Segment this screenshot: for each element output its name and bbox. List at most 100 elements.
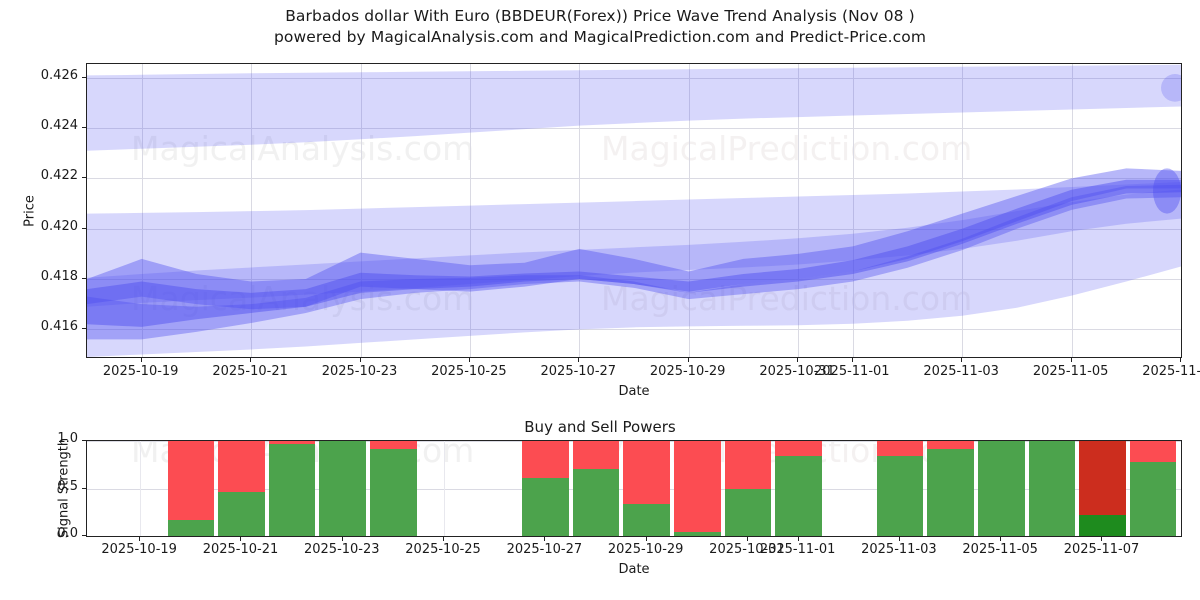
wave-band-wave-core-3 [87, 184, 1181, 340]
price-y-tick-label: 0.424 [40, 118, 78, 134]
buy-power-segment [572, 468, 620, 536]
power-bar[interactable] [775, 441, 822, 536]
gridline-vertical [251, 64, 253, 357]
watermark-text: MagicalAnalysis.com [131, 129, 475, 168]
gridline-vertical [852, 64, 854, 357]
sell-power-segment [876, 441, 924, 457]
price-x-tick-label: 2025-11-05 [1032, 364, 1109, 379]
sell-power-segment [167, 441, 215, 520]
price-x-tickmark [468, 358, 470, 362]
price-y-tickmark [82, 227, 86, 229]
powers-x-axis-title: Date [618, 562, 650, 577]
power-bar[interactable] [572, 441, 620, 536]
price-y-tick-label: 0.420 [40, 218, 78, 234]
power-bar[interactable] [319, 441, 367, 536]
power-bar[interactable] [1079, 441, 1126, 536]
buy-power-segment [1129, 461, 1177, 536]
powers-y-tick-label: 0.0 [57, 526, 78, 541]
gridline-vertical [141, 64, 143, 357]
gridline-horizontal [87, 536, 1181, 537]
power-bar[interactable] [370, 441, 417, 536]
powers-x-tickmark [1101, 537, 1103, 541]
sell-power-segment [1129, 441, 1177, 462]
gridline-vertical [1071, 64, 1073, 357]
buy-power-segment [167, 519, 215, 536]
power-bar[interactable] [724, 441, 772, 536]
wave-band-upper-outer-band [87, 64, 1181, 151]
powers-y-tickmark [82, 440, 86, 441]
powers-y-tick-label: 1.0 [57, 431, 78, 446]
price-x-tickmark [1180, 358, 1181, 362]
title-line-2: powered by MagicalAnalysis.com and Magic… [273, 28, 927, 46]
gridline-horizontal [87, 178, 1181, 180]
price-x-tick-label: 2025-10-31 [759, 364, 835, 379]
watermark-text: MagicalAnalysis.com [131, 279, 475, 318]
power-bar[interactable] [1028, 441, 1076, 536]
power-bar[interactable] [268, 441, 316, 536]
power-bar[interactable] [623, 441, 670, 536]
power-bar[interactable] [218, 441, 265, 536]
price-y-tickmark [82, 177, 86, 179]
gridline-vertical [798, 64, 800, 357]
gridline-vertical [962, 64, 964, 357]
price-x-tick-label: 2025-10-29 [649, 364, 726, 379]
price-x-tick-label: 2025-11-01 [814, 364, 890, 379]
price-y-tickmark [82, 328, 86, 330]
page-title: Barbados dollar With Euro (BBDEUR(Forex)… [0, 6, 1200, 48]
buy-power-segment [876, 456, 924, 536]
powers-x-tick-label: 2025-10-21 [202, 542, 279, 557]
gridline-vertical [688, 64, 690, 357]
sell-power-segment [370, 441, 417, 449]
power-bar[interactable] [927, 441, 974, 536]
price-x-tickmark [1070, 358, 1072, 362]
powers-x-tickmark [645, 537, 647, 541]
powers-y-tick-label: 0.5 [57, 478, 78, 494]
buy-power-segment [977, 441, 1025, 536]
price-y-tick-label: 0.426 [40, 67, 78, 83]
sell-power-segment [927, 441, 974, 449]
price-chart-plot-area: MagicalAnalysis.com MagicalPrediction.com… [86, 63, 1182, 358]
price-x-tick-label: 2025-10-27 [540, 364, 617, 379]
price-x-tickmark [140, 358, 142, 362]
price-x-tick-label: 2025-10-25 [431, 364, 507, 379]
price-x-tickmark [961, 358, 963, 362]
powers-y-tickmark [82, 487, 86, 489]
powers-chart-title: Buy and Sell Powers [524, 418, 676, 436]
price-y-tick-label: 0.418 [40, 269, 78, 285]
powers-x-tickmark [443, 537, 445, 541]
power-bar[interactable] [673, 441, 721, 536]
powers-x-tick-label: 2025-11-07 [1063, 542, 1140, 557]
sell-power-segment [522, 441, 569, 479]
price-y-tickmark [82, 278, 86, 280]
power-bar[interactable] [167, 441, 215, 536]
power-bar[interactable] [977, 441, 1025, 536]
gridline-vertical [444, 441, 446, 536]
powers-y-tickmark [82, 535, 86, 536]
price-x-tick-label: 2025-10-19 [102, 364, 179, 379]
price-x-tickmark [687, 358, 689, 362]
sell-power-segment [218, 441, 265, 493]
price-chart-clip: MagicalAnalysis.com MagicalPrediction.com… [87, 64, 1181, 357]
price-x-tick-label: 2025-10-23 [321, 364, 398, 379]
buy-power-segment [927, 448, 974, 536]
wave-band-lower-outer-band [87, 189, 1181, 357]
powers-x-tickmark [139, 537, 141, 541]
gridline-horizontal [87, 228, 1181, 230]
power-bar[interactable] [876, 441, 924, 536]
powers-x-tick-label: 2025-10-31 [709, 542, 785, 557]
wave-band-endcap [1153, 168, 1181, 214]
price-y-axis-title: Price [22, 194, 38, 227]
power-bar[interactable] [1129, 441, 1177, 536]
powers-x-tick-label: 2025-11-05 [962, 542, 1038, 557]
price-x-tick-label: 2025-10-21 [212, 364, 288, 379]
powers-x-tick-label: 2025-10-29 [607, 542, 684, 557]
buy-power-segment [522, 478, 569, 536]
price-x-tickmark [851, 358, 853, 362]
gridline-vertical [469, 64, 471, 357]
power-bar[interactable] [522, 441, 569, 536]
powers-x-tickmark [1000, 537, 1002, 541]
powers-x-tickmark [797, 537, 799, 541]
sell-power-segment [623, 441, 670, 504]
